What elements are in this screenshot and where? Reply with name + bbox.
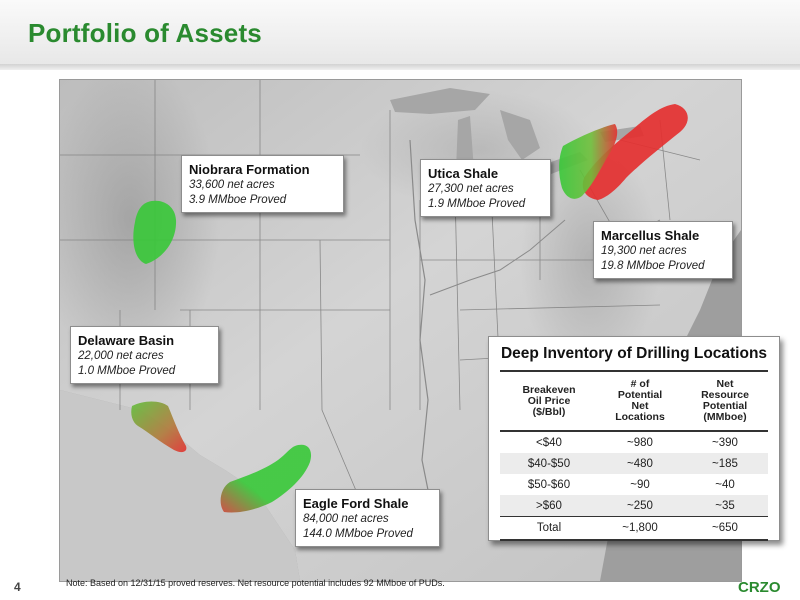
- resource-cell: ~185: [682, 453, 768, 474]
- proved-reserves: 1.9 MMboe Proved: [428, 198, 526, 210]
- marcellus-play: [582, 104, 688, 200]
- header-locations: # of Potential Net Locations: [598, 370, 682, 432]
- table-row: $50-$60 ~90 ~40: [500, 474, 768, 495]
- mexico: [60, 390, 300, 581]
- resource-cell: ~35: [682, 495, 768, 517]
- lake-huron: [500, 110, 540, 160]
- total-resource: ~650: [682, 516, 768, 541]
- proved-reserves: 144.0 MMboe Proved: [303, 528, 413, 540]
- page-number: 4: [14, 580, 21, 594]
- callout-delaware: Delaware Basin 22,000 net acres 1.0 MMbo…: [70, 326, 219, 384]
- mississippi-river: [409, 139, 431, 501]
- net-acres: 84,000 net acres: [303, 513, 389, 525]
- callout-marcellus: Marcellus Shale 19,300 net acres 19.8 MM…: [593, 221, 733, 279]
- play-name: Marcellus Shale: [601, 228, 700, 243]
- eagle-ford-play: [220, 444, 312, 513]
- inventory-title: Deep Inventory of Drilling Locations: [500, 345, 768, 362]
- callout-utica: Utica Shale 27,300 net acres 1.9 MMboe P…: [420, 159, 551, 217]
- utica-play: [559, 124, 618, 199]
- locations-cell: ~90: [630, 478, 650, 491]
- proved-reserves: 19.8 MMboe Proved: [601, 260, 705, 272]
- table-row: >$60 ~250 ~35: [500, 495, 768, 517]
- breakeven-cell: >$60: [500, 495, 598, 517]
- table-row: <$40 ~980 ~390: [500, 431, 768, 453]
- locations-cell: ~480: [598, 453, 682, 474]
- resource-cell: ~40: [715, 478, 735, 491]
- locations-cell: ~250: [598, 495, 682, 517]
- lake-superior: [390, 88, 490, 114]
- niobrara-play: [133, 200, 177, 264]
- total-row: Total ~1,800 ~650: [500, 516, 768, 541]
- net-acres: 27,300 net acres: [428, 183, 514, 195]
- play-name: Utica Shale: [428, 166, 499, 181]
- header-divider: [0, 64, 800, 70]
- delaware-play: [131, 401, 187, 453]
- breakeven-cell: $40-$50: [500, 453, 598, 474]
- page-title: Portfolio of Assets: [28, 18, 262, 48]
- inventory-panel: Deep Inventory of Drilling Locations Bre…: [488, 336, 780, 541]
- breakeven-cell: $50-$60: [527, 478, 571, 491]
- resource-cell: ~390: [712, 436, 738, 449]
- proved-reserves: 1.0 MMboe Proved: [78, 365, 176, 377]
- callout-niobrara: Niobrara Formation 33,600 net acres 3.9 …: [181, 155, 344, 213]
- net-acres: 33,600 net acres: [189, 179, 275, 191]
- play-name: Delaware Basin: [78, 333, 175, 348]
- table-header-row: Breakeven Oil Price ($/Bbl) # of Potenti…: [500, 370, 768, 432]
- breakeven-cell: <$40: [536, 436, 562, 449]
- table-row: $40-$50 ~480 ~185: [500, 453, 768, 474]
- header-breakeven: Breakeven Oil Price ($/Bbl): [500, 370, 598, 432]
- ohio-river: [429, 219, 566, 296]
- total-locations: ~1,800: [598, 516, 682, 541]
- inventory-table: Breakeven Oil Price ($/Bbl) # of Potenti…: [500, 370, 768, 541]
- slide-header: Portfolio of Assets: [0, 0, 800, 70]
- play-name: Eagle Ford Shale: [303, 496, 409, 511]
- header-resource-potential: Net Resource Potential (MMboe): [682, 370, 768, 432]
- callout-eagle-ford: Eagle Ford Shale 84,000 net acres 144.0 …: [295, 489, 440, 547]
- play-name: Niobrara Formation: [189, 162, 310, 177]
- net-acres: 19,300 net acres: [601, 245, 687, 257]
- footnote: Note: Based on 12/31/15 proved reserves.…: [66, 578, 445, 588]
- net-acres: 22,000 net acres: [78, 350, 164, 362]
- company-logo: CRZO: [738, 579, 781, 596]
- proved-reserves: 3.9 MMboe Proved: [189, 194, 287, 206]
- total-label: Total: [500, 516, 598, 541]
- locations-cell: ~980: [627, 436, 653, 449]
